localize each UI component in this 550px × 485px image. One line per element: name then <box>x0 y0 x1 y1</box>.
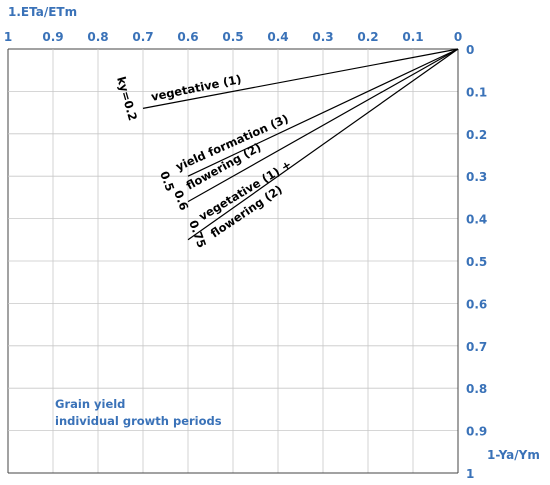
x-tick-label: 0 <box>454 30 462 44</box>
y-tick-label: 0.3 <box>466 170 487 184</box>
x-tick-label: 0.6 <box>177 30 198 44</box>
y-tick-label: 0.6 <box>466 297 487 311</box>
y-axis-title: 1-Ya/Ym <box>487 448 540 462</box>
y-tick-label: 0 <box>466 43 474 57</box>
x-axis-title: 1.ETa/ETm <box>8 5 77 19</box>
x-tick-label: 0.8 <box>87 30 108 44</box>
y-tick-label: 0.5 <box>466 255 487 269</box>
annotation-line-1: Grain yield <box>55 397 125 411</box>
series-labels: vegetative (1) ky=0.2 yield formation (3… <box>114 72 294 250</box>
x-tick-label: 0.4 <box>267 30 288 44</box>
x-tick-label: 0.3 <box>312 30 333 44</box>
y-tick-label: 0.2 <box>466 128 487 142</box>
x-tick-label: 0.2 <box>357 30 378 44</box>
y-tick-label: 0.4 <box>466 213 487 227</box>
series-lines <box>142 48 459 241</box>
ky-label-0-5: 0.5 <box>157 169 177 193</box>
series-line <box>142 48 459 109</box>
x-tick-label: 1 <box>4 30 12 44</box>
ky-label-0-2: ky=0.2 <box>114 75 140 122</box>
series-label-vegetative: vegetative (1) <box>150 72 243 104</box>
series-line <box>187 48 459 241</box>
x-tick-label: 0.9 <box>42 30 63 44</box>
annotation-line-2: individual growth periods <box>55 414 222 428</box>
y-tick-label: 1 <box>466 467 474 481</box>
ky-label-0-6: 0.6 <box>171 188 191 212</box>
x-tick-label: 0.7 <box>132 30 153 44</box>
x-tick-label: 0.5 <box>222 30 243 44</box>
ky-label-0-75: 0.75 <box>186 218 209 249</box>
grid <box>7 48 459 474</box>
series-line <box>187 48 459 177</box>
y-tick-label: 0.7 <box>466 340 487 354</box>
x-tick-label: 0.1 <box>402 30 423 44</box>
y-tick-label: 0.9 <box>466 425 487 439</box>
series-line <box>187 48 459 203</box>
y-tick-labels: 0 0.1 0.2 0.3 0.4 0.5 0.6 0.7 0.8 0.9 1 <box>466 43 487 481</box>
x-tick-labels: 1 0.9 0.8 0.7 0.6 0.5 0.4 0.3 0.2 0.1 0 <box>4 30 462 44</box>
y-tick-label: 0.8 <box>466 382 487 396</box>
y-tick-label: 0.1 <box>466 85 487 99</box>
